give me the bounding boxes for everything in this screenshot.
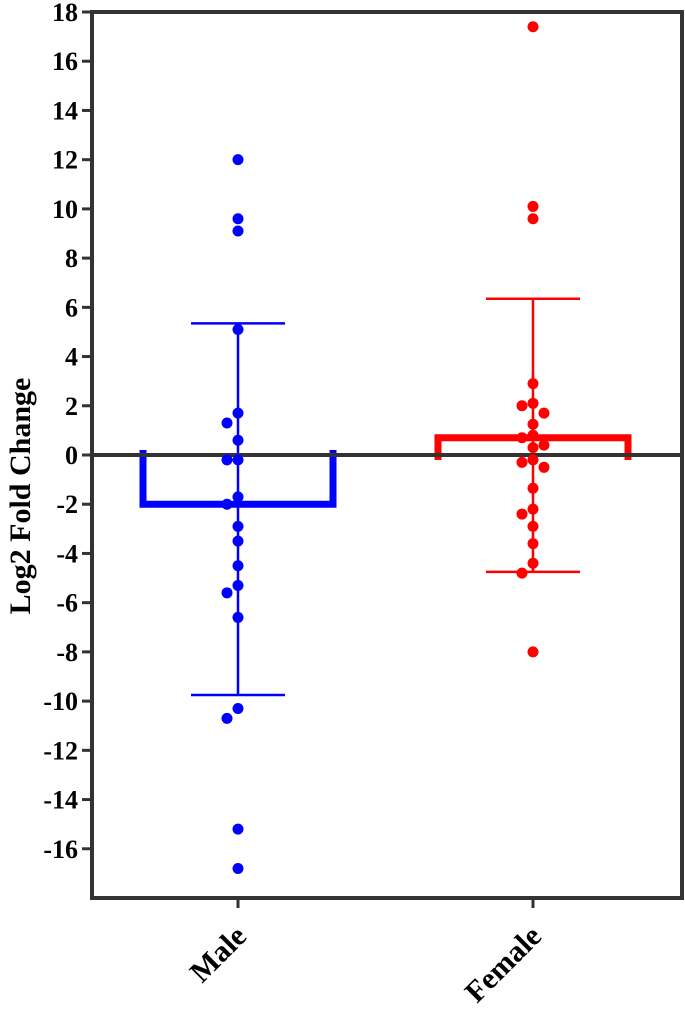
data-point-male [232,213,244,225]
data-point-female [527,213,539,225]
y-tick-label: -2 [56,490,78,519]
data-point-male [232,323,244,335]
data-point-male [232,434,244,446]
data-point-female [527,442,539,454]
x-axis-labels: Male Female [184,898,548,1009]
y-tick-label: -14 [43,786,78,815]
data-point-male [232,702,244,714]
data-point-female [516,432,528,444]
data-point-female [527,646,539,658]
data-point-female [527,520,539,532]
data-point-male [232,611,244,623]
data-point-male [232,225,244,237]
data-point-male [232,560,244,572]
data-point-male [221,712,233,724]
plot-area [92,21,682,874]
data-point-female [527,21,539,33]
data-point-female [538,439,550,451]
y-tick-label: -4 [56,539,78,568]
data-point-male [232,454,244,466]
y-tick-label: 2 [65,392,78,421]
data-point-male [232,862,244,874]
x-tick-label-female: Female [459,920,548,1009]
data-point-female [527,557,539,569]
y-tick-label: 18 [52,0,78,27]
data-point-female [516,508,528,520]
data-point-female [527,429,539,441]
data-point-female [527,538,539,550]
plot-frame [90,10,684,900]
y-tick-label: -6 [56,589,78,618]
data-point-male [221,454,233,466]
y-tick-label: 6 [65,293,78,322]
y-tick-label: 16 [52,47,78,76]
data-point-female [527,200,539,212]
y-tick-label: 0 [65,441,78,470]
data-point-male [221,498,233,510]
y-tick-label: 4 [65,343,78,372]
data-point-female [527,397,539,409]
data-point-male [221,587,233,599]
data-point-male [232,520,244,532]
y-tick-label: -10 [43,687,78,716]
data-point-male [232,407,244,419]
y-axis-title: Log2 Fold Change [4,378,37,615]
y-tick-label: -8 [56,638,78,667]
data-point-male [232,823,244,835]
data-point-male [221,417,233,429]
data-point-female [527,482,539,494]
y-tick-label: 14 [52,96,78,125]
data-point-male [232,535,244,547]
x-tick-label-male: Male [184,920,253,989]
data-point-male [232,579,244,591]
data-point-female [516,400,528,412]
y-tick-label: 8 [65,244,78,273]
data-point-female [538,407,550,419]
data-point-female [516,456,528,468]
y-tick-label: -12 [43,736,78,765]
y-axis-ticks: 18 16 14 12 10 8 6 4 2 0 -2 -4 -6 -8 -10 -12 -14 -16 [43,0,92,864]
data-point-male [232,154,244,166]
y-tick-label: -16 [43,835,78,864]
data-point-female [516,567,528,579]
data-point-female [527,418,539,430]
data-point-female [538,461,550,473]
y-tick-label: 10 [52,195,78,224]
data-point-female [527,454,539,466]
data-point-male [232,491,244,503]
data-point-female [527,378,539,390]
y-tick-label: 12 [52,146,78,175]
data-point-female [527,503,539,515]
